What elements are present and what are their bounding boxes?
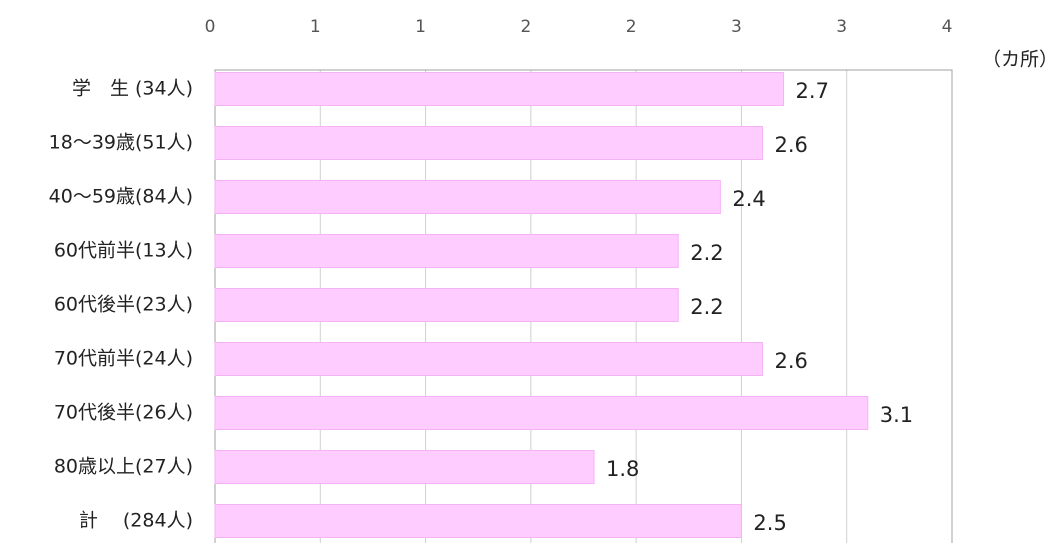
value-label: 2.6 [774, 349, 807, 373]
x-tick-label: 3 [836, 17, 847, 37]
unit-label: （カ所） [982, 49, 1058, 71]
value-label: 1.8 [606, 457, 639, 481]
value-label: 2.4 [732, 187, 765, 211]
y-tick-label: 18～39歳(51人) [49, 132, 193, 154]
value-label: 2.7 [796, 79, 829, 103]
x-tick-label: 3 [731, 17, 742, 37]
bar [214, 504, 742, 538]
y-tick-label: 80歳以上(27人) [54, 456, 193, 478]
value-label: 2.2 [690, 295, 723, 319]
bar [214, 396, 869, 430]
x-tick-label: 2 [626, 17, 637, 37]
y-tick-label: 60代前半(13人) [54, 240, 193, 262]
y-tick-label: 60代後半(23人) [54, 294, 193, 316]
value-label: 2.6 [774, 133, 807, 157]
y-tick-label: 70代前半(24人) [54, 348, 193, 370]
bar [214, 450, 595, 484]
bar [214, 72, 785, 106]
y-tick-label: 70代後半(26人) [54, 402, 193, 424]
value-label: 2.5 [753, 511, 786, 535]
bar [214, 180, 721, 214]
x-tick-label: 2 [520, 17, 531, 37]
bar [214, 126, 763, 160]
x-tick-label: 1 [415, 17, 426, 37]
y-tick-label: 学 生 (34人) [72, 78, 193, 100]
y-tick-label: 計 (284人) [79, 510, 193, 532]
x-tick-label: 1 [310, 17, 321, 37]
bar [214, 342, 763, 376]
value-label: 2.2 [690, 241, 723, 265]
value-label: 3.1 [880, 403, 913, 427]
bar [214, 288, 679, 322]
bar [214, 234, 679, 268]
x-tick-label: 4 [942, 17, 953, 37]
y-tick-label: 40～59歳(84人) [49, 186, 193, 208]
x-tick-label: 0 [205, 17, 216, 37]
